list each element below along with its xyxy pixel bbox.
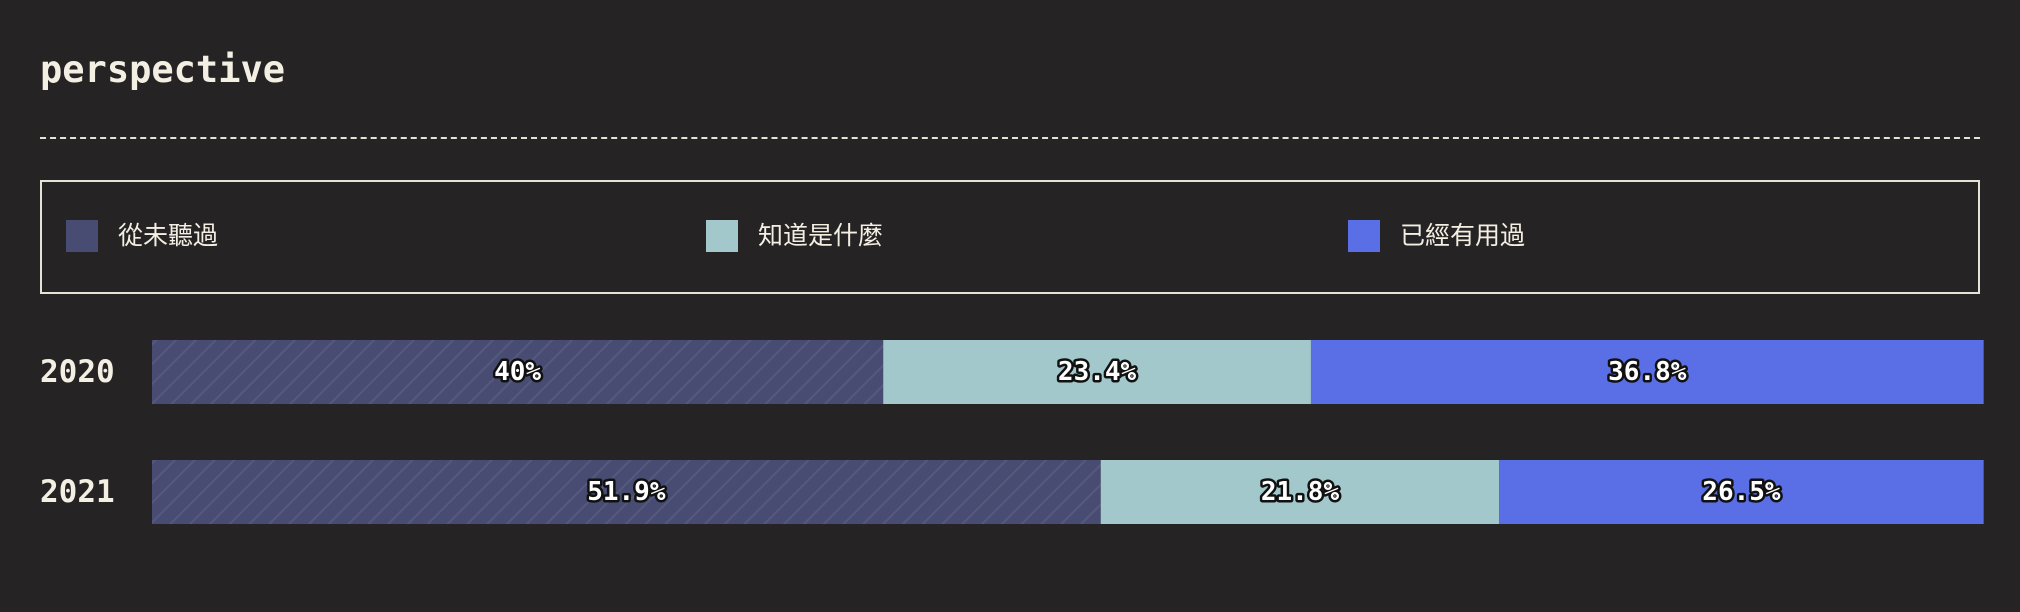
legend-label-never-heard: 從未聽過 [118,221,219,250]
bar-segment-2021-2 [1499,460,1984,524]
bar-segment-2020-0 [152,340,884,404]
bar-label-2020-1: 23.4% [1058,357,1137,387]
bar-segment-2021-0 [152,460,1101,524]
bar-label-2021-0: 51.9% [587,477,666,507]
bar-segment-2020-2 [1310,340,1984,404]
row-label-2021: 2021 [40,474,115,510]
title-divider [40,137,1980,139]
legend-swatch-have-used [1348,220,1380,252]
bar-label-2020-0: 40% [494,357,541,387]
legend-swatch-know-what [706,220,738,252]
legend-label-know-what: 知道是什麼 [758,221,884,250]
legend: 從未聽過 知道是什麼 已經有用過 [40,180,1980,294]
legend-label-have-used: 已經有用過 [1400,221,1526,250]
row-label-2020: 2020 [40,354,115,390]
bar-label-2020-2: 36.8% [1608,357,1687,387]
legend-item-know-what: 知道是什麼 [706,218,883,254]
bar-label-2021-1: 21.8% [1261,477,1340,507]
legend-item-have-used: 已經有用過 [1348,218,1525,254]
chart-title: perspective [40,48,286,91]
bar-label-2021-2: 26.5% [1702,477,1781,507]
legend-swatch-never-heard [66,220,98,252]
bar-segment-2021-1 [1100,460,1500,524]
bar-segment-2020-1 [883,340,1311,404]
legend-item-never-heard: 從未聽過 [66,218,218,254]
